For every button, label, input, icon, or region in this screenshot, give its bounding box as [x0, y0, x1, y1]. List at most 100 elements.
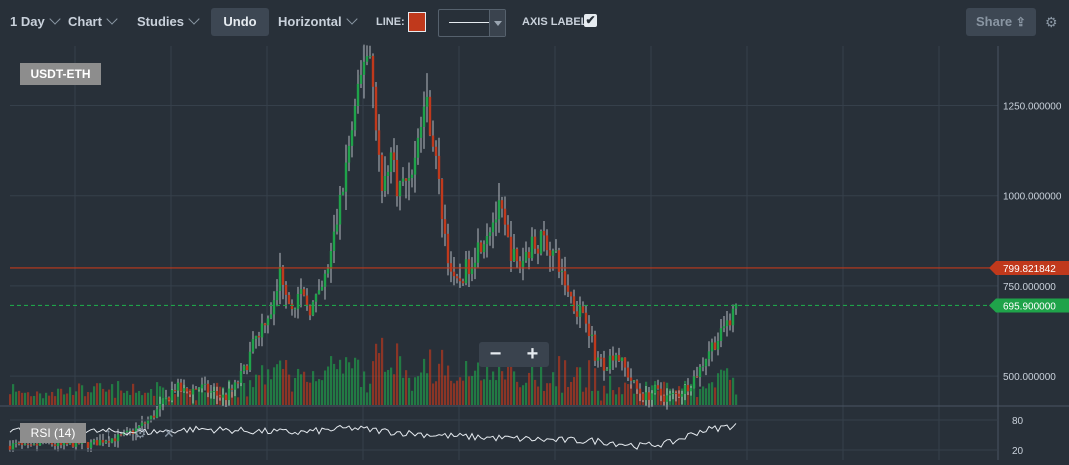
- candle-body: [113, 438, 117, 442]
- candle-body: [251, 339, 255, 352]
- candle-body: [302, 289, 306, 296]
- volume-bar: [168, 397, 171, 405]
- volume-bar: [99, 383, 102, 405]
- candle-body: [296, 293, 300, 309]
- candle-body: [56, 442, 60, 447]
- volume-bar: [276, 364, 279, 405]
- candle-body: [269, 314, 273, 319]
- volume-bar: [576, 367, 579, 405]
- candle-body: [158, 403, 162, 410]
- volume-bar: [522, 385, 525, 405]
- candle-body: [263, 323, 267, 326]
- candle-body: [590, 334, 594, 337]
- candle-body: [221, 394, 225, 398]
- candle-body: [320, 286, 324, 291]
- zoom-in-button[interactable]: +: [526, 343, 539, 365]
- candle-body: [455, 276, 459, 279]
- undo-button[interactable]: Undo: [211, 8, 269, 36]
- candle-body: [671, 392, 675, 394]
- candle-body: [266, 318, 270, 326]
- candle-body: [209, 391, 213, 393]
- candle-body: [332, 231, 336, 252]
- candle-body: [335, 224, 339, 232]
- volume-bar: [471, 376, 474, 405]
- candle-body: [674, 392, 678, 394]
- volume-bar: [300, 374, 303, 405]
- line-color-swatch[interactable]: [408, 12, 426, 32]
- volume-bar: [306, 381, 309, 405]
- volume-bar: [303, 371, 306, 405]
- candle-body: [476, 242, 480, 263]
- candle-body: [395, 159, 399, 197]
- axis-label-checkbox[interactable]: ✔: [584, 13, 597, 27]
- volume-bar: [258, 375, 261, 405]
- candle-body: [14, 442, 18, 444]
- volume-bar: [513, 371, 516, 405]
- volume-bar: [54, 396, 57, 405]
- volume-bar: [723, 370, 726, 405]
- drawing-tool-select[interactable]: Horizontal: [278, 8, 358, 36]
- candle-body: [323, 273, 327, 287]
- candle-body: [719, 328, 723, 341]
- volume-bar: [699, 389, 702, 405]
- candle-body: [182, 388, 186, 392]
- volume-bar: [51, 391, 54, 405]
- period-select[interactable]: 1 Day: [10, 8, 61, 36]
- volume-bar: [264, 384, 267, 405]
- share-button[interactable]: Share ⇪: [966, 8, 1036, 36]
- volume-bar: [195, 400, 198, 405]
- volume-bar: [387, 369, 390, 405]
- volume-bar: [624, 382, 627, 405]
- chart-type-menu[interactable]: Chart: [68, 8, 118, 36]
- volume-bar: [426, 373, 429, 405]
- price-marker-label: 695.900000: [1003, 301, 1056, 312]
- volume-bar: [534, 379, 537, 405]
- zoom-control: − +: [479, 342, 549, 367]
- candle-body: [608, 355, 612, 370]
- gear-icon[interactable]: ⚙: [1045, 14, 1058, 30]
- volume-bar: [399, 356, 402, 405]
- candle-body: [233, 382, 237, 390]
- candle-body: [428, 96, 432, 136]
- volume-bar: [84, 396, 87, 405]
- close-icon[interactable]: ✕: [163, 425, 175, 441]
- volume-bar: [540, 355, 543, 405]
- volume-bar: [369, 383, 372, 405]
- candle-body: [569, 291, 573, 297]
- candle-body: [194, 388, 198, 390]
- candle-body: [683, 384, 687, 394]
- volume-bar: [606, 393, 609, 405]
- symbol-label[interactable]: USDT-ETH: [20, 63, 101, 85]
- volume-bar: [720, 369, 723, 405]
- candle-body: [647, 392, 651, 400]
- move-up-icon[interactable]: ↑: [105, 425, 112, 441]
- candle-body: [170, 390, 174, 401]
- candle-body: [359, 74, 363, 84]
- candle-body: [659, 388, 663, 396]
- candle-body: [389, 152, 393, 172]
- candle-body: [20, 443, 24, 445]
- candle-body: [128, 430, 132, 432]
- gear-icon[interactable]: ⚙: [134, 425, 147, 441]
- zoom-out-button[interactable]: −: [489, 343, 502, 365]
- line-style-select[interactable]: [438, 9, 506, 37]
- volume-bar: [543, 390, 546, 405]
- candle-body: [416, 137, 420, 158]
- volume-bar: [702, 386, 705, 405]
- rsi-study-label[interactable]: RSI (14): [20, 423, 86, 443]
- volume-bar: [549, 383, 552, 405]
- volume-bar: [495, 380, 498, 405]
- volume-bar: [78, 383, 81, 405]
- candle-body: [521, 260, 525, 268]
- candle-body: [488, 232, 492, 236]
- line-style-preview: [449, 22, 489, 23]
- volume-bar: [12, 384, 15, 405]
- volume-bar: [591, 390, 594, 405]
- studies-menu[interactable]: Studies: [137, 8, 200, 36]
- dropdown-arrow-icon[interactable]: [489, 10, 505, 36]
- candle-body: [239, 370, 243, 383]
- candle-body: [533, 236, 537, 249]
- candle-body: [107, 441, 111, 443]
- volume-bar: [324, 370, 327, 405]
